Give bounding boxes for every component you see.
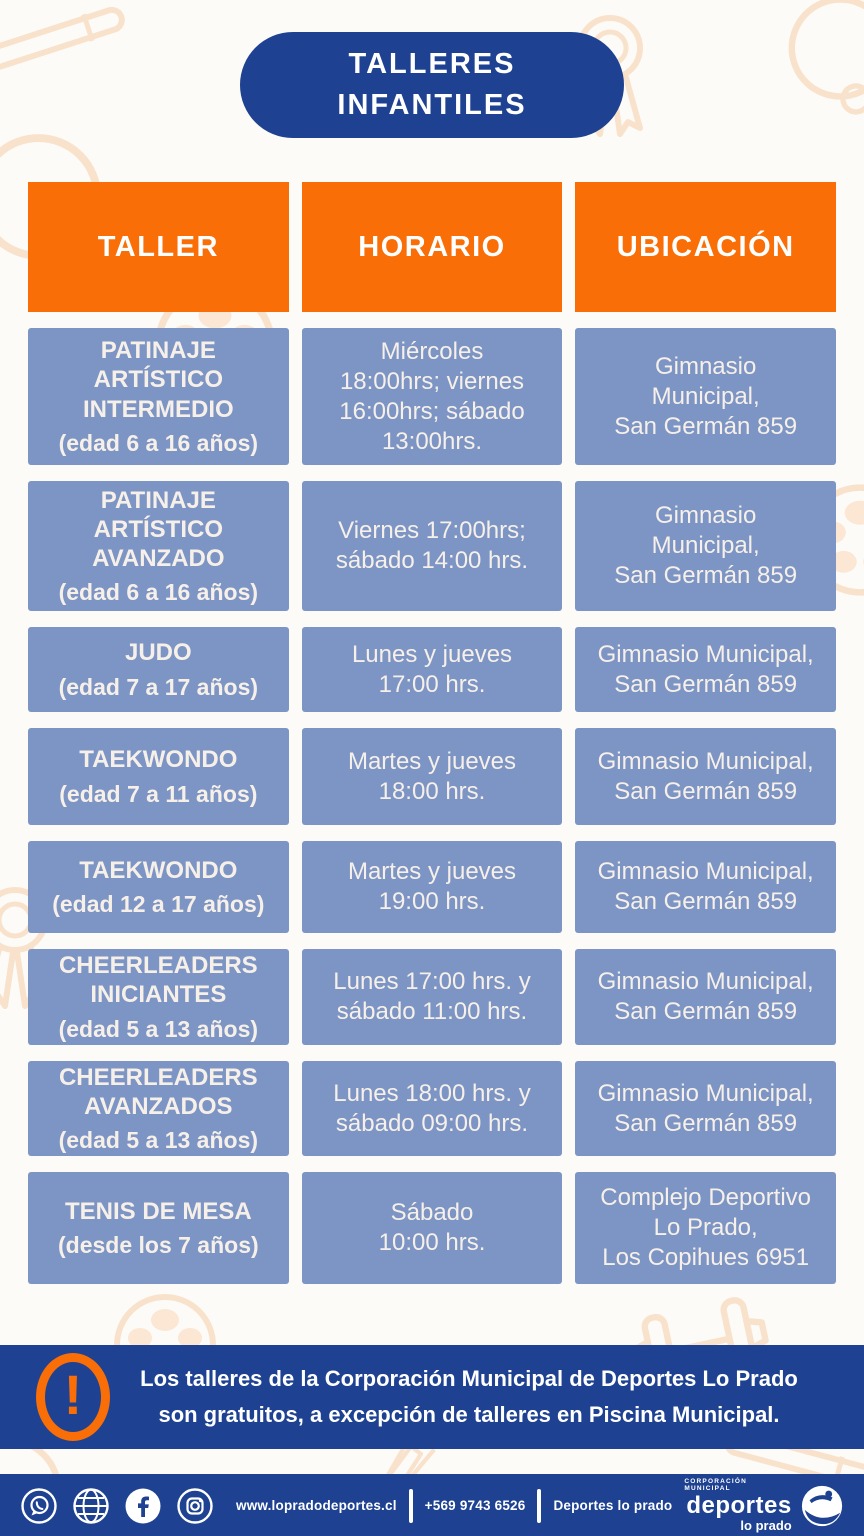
horario-cell: Lunes 17:00 hrs. y sábado 11:00 hrs. (301, 949, 563, 1045)
horario-cell: Martes y jueves 18:00 hrs. (301, 728, 563, 825)
logo-corporation-label: CORPORACIÓN MUNICIPAL (684, 1478, 748, 1492)
divider (537, 1488, 542, 1523)
workshop-schedule: Lunes 18:00 hrs. y sábado 09:00 hrs. (333, 1079, 531, 1137)
title-line-1: TALLERES (348, 48, 516, 80)
column-header-taller: TALLER (28, 182, 289, 312)
workshop-schedule: Martes y jueves 18:00 hrs. (347, 747, 517, 805)
bat-doodle-icon (0, 6, 125, 74)
taller-cell: TAEKWONDO (edad 12 a 17 años) (28, 841, 289, 933)
social-handle: Deportes lo prado (553, 1498, 673, 1513)
horario-cell: Lunes y jueves 17:00 hrs. (301, 627, 563, 712)
workshop-schedule: Lunes y jueves 17:00 hrs. (351, 640, 513, 698)
deportes-lo-prado-logo: CORPORACIÓN MUNICIPAL deportes lo prado (684, 1478, 843, 1533)
workshop-age: (edad 7 a 17 años) (58, 673, 259, 700)
workshop-name: TAEKWONDO (79, 746, 238, 774)
horario-cell: Martes y jueves 19:00 hrs. (301, 841, 563, 933)
workshop-name: PATINAJE ARTÍSTICO AVANZADO (92, 486, 225, 573)
title-line-2: INFANTILES (337, 89, 527, 121)
workshop-name: PATINAJE ARTÍSTICO INTERMEDIO (82, 337, 234, 423)
facebook-icon[interactable] (124, 1487, 162, 1525)
workshop-location: Gimnasio Municipal, San Germán 859 (597, 1079, 814, 1137)
workshop-age: (edad 7 a 11 años) (59, 780, 258, 807)
column-header-ubicacion: UBICACIÓN (575, 182, 836, 312)
workshop-name: TENIS DE MESA (64, 1197, 252, 1225)
workshop-age: (edad 6 a 16 años) (58, 429, 259, 456)
workshop-age: (edad 5 a 13 años) (58, 1127, 259, 1154)
taller-cell: PATINAJE ARTÍSTICO AVANZADO (edad 6 a 16 … (28, 481, 289, 611)
workshop-location: Gimnasio Municipal, San Germán 859 (597, 747, 814, 805)
workshop-schedule: Miércoles 18:00hrs; viernes 16:00hrs; sá… (339, 337, 525, 455)
logo-sub-label: lo prado (740, 1518, 792, 1533)
title-section: TALLERES INFANTILES (0, 0, 864, 138)
workshop-age: (edad 5 a 13 años) (58, 1015, 259, 1042)
social-icons (20, 1487, 214, 1525)
ubicacion-cell: Gimnasio Municipal, San Germán 859 (575, 841, 836, 933)
ubicacion-cell: Gimnasio Municipal, San Germán 859 (575, 481, 836, 611)
workshop-schedule: Sábado 10:00 hrs. (378, 1199, 486, 1256)
deportes-emblem-icon (801, 1485, 842, 1526)
phone-number: +569 9743 6526 (424, 1498, 526, 1513)
workshop-location: Gimnasio Municipal, San Germán 859 (597, 858, 814, 915)
workshop-age: (edad 6 a 16 años) (58, 579, 259, 606)
workshop-location: Complejo Deportivo Lo Prado, Los Copihue… (600, 1184, 812, 1271)
workshops-table: TALLER HORARIO UBICACIÓN PATINAJE ARTÍST… (0, 182, 864, 1284)
horario-cell: Miércoles 18:00hrs; viernes 16:00hrs; sá… (301, 328, 563, 465)
ubicacion-cell: Gimnasio Municipal, San Germán 859 (575, 627, 836, 712)
divider (408, 1488, 413, 1523)
ubicacion-cell: Gimnasio Municipal, San Germán 859 (575, 949, 836, 1045)
notice-bar: ! Los talleres de la Corporación Municip… (0, 1345, 864, 1449)
logo-main-label: deportes (686, 1492, 792, 1519)
workshop-schedule: Viernes 17:00hrs; sábado 14:00 hrs. (335, 517, 529, 574)
column-header-horario: HORARIO (301, 182, 563, 312)
taller-cell: CHEERLEADERS AVANZADOS (edad 5 a 13 años) (28, 1061, 289, 1156)
taller-cell: TAEKWONDO (edad 7 a 11 años) (28, 728, 289, 825)
ubicacion-cell: Gimnasio Municipal, San Germán 859 (575, 1061, 836, 1156)
workshop-schedule: Martes y jueves 19:00 hrs. (347, 858, 517, 915)
taller-cell: PATINAJE ARTÍSTICO INTERMEDIO (edad 6 a 1… (28, 328, 289, 465)
ubicacion-cell: Gimnasio Municipal, San Germán 859 (575, 328, 836, 465)
horario-cell: Lunes 18:00 hrs. y sábado 09:00 hrs. (301, 1061, 563, 1156)
taller-cell: TENIS DE MESA (desde los 7 años) (28, 1172, 289, 1284)
whatsapp-icon[interactable] (20, 1487, 58, 1525)
paddle-doodle-icon (788, 0, 864, 115)
taller-cell: CHEERLEADERS INICIANTES (edad 5 a 13 años… (28, 949, 289, 1045)
exclamation-icon: ! (36, 1353, 110, 1441)
horario-cell: Sábado 10:00 hrs. (301, 1172, 563, 1284)
workshop-location: Gimnasio Municipal, San Germán 859 (614, 352, 798, 440)
globe-icon[interactable] (72, 1487, 110, 1525)
workshop-location: Gimnasio Municipal, San Germán 859 (597, 968, 814, 1025)
footer-gap (0, 1449, 864, 1474)
website-link[interactable]: www.lopradodeportes.cl (236, 1498, 397, 1513)
ubicacion-cell: Gimnasio Municipal, San Germán 859 (575, 728, 836, 825)
page-title: TALLERES INFANTILES (240, 32, 624, 138)
workshop-name: JUDO (124, 639, 192, 667)
workshop-location: Gimnasio Municipal, San Germán 859 (614, 502, 798, 589)
workshop-age: (desde los 7 años) (57, 1232, 259, 1259)
workshop-name: CHEERLEADERS INICIANTES (58, 952, 258, 1009)
workshop-location: Gimnasio Municipal, San Germán 859 (597, 640, 814, 698)
horario-cell: Viernes 17:00hrs; sábado 14:00 hrs. (301, 481, 563, 611)
instagram-icon[interactable] (176, 1487, 214, 1525)
taller-cell: JUDO (edad 7 a 17 años) (28, 627, 289, 712)
notice-text: Los talleres de la Corporación Municipal… (140, 1365, 798, 1427)
ubicacion-cell: Complejo Deportivo Lo Prado, Los Copihue… (575, 1172, 836, 1284)
workshop-age: (edad 12 a 17 años) (52, 891, 265, 918)
footer-bar: www.lopradodeportes.cl +569 9743 6526 De… (0, 1474, 864, 1536)
workshop-schedule: Lunes 17:00 hrs. y sábado 11:00 hrs. (333, 968, 531, 1025)
workshop-name: CHEERLEADERS AVANZADOS (58, 1063, 258, 1120)
workshop-name: TAEKWONDO (79, 856, 238, 884)
